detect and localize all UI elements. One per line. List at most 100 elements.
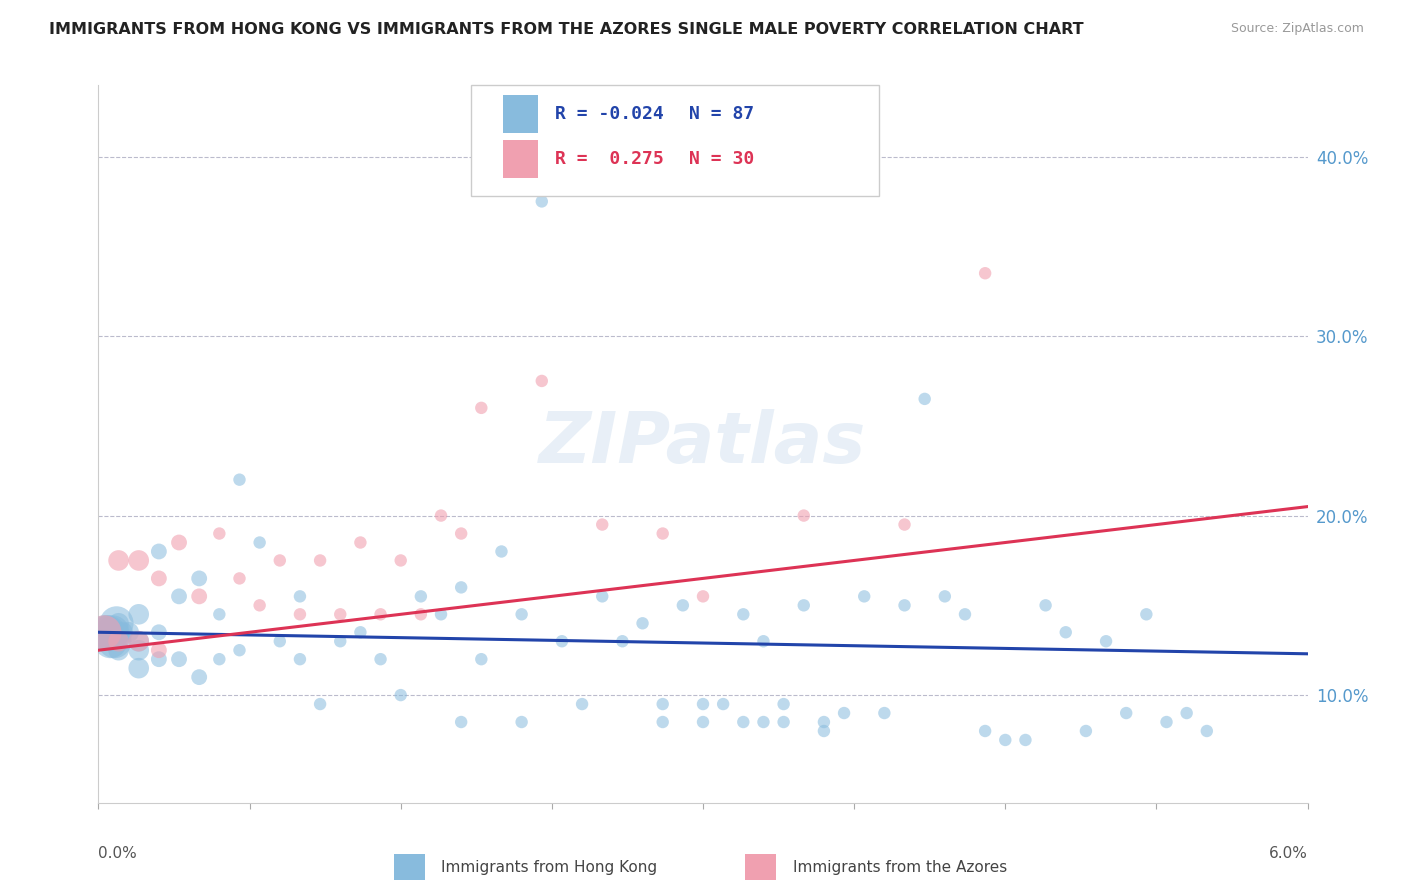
Point bbox=[974, 724, 997, 739]
Point bbox=[389, 688, 412, 702]
Point bbox=[1035, 599, 1057, 613]
Point bbox=[167, 652, 190, 666]
Point bbox=[128, 643, 150, 657]
Point bbox=[491, 544, 513, 558]
Point bbox=[96, 625, 118, 640]
Point bbox=[208, 652, 231, 666]
Point bbox=[167, 590, 190, 604]
Point bbox=[591, 517, 613, 532]
Point bbox=[103, 634, 125, 648]
Point bbox=[430, 508, 453, 523]
Point bbox=[100, 634, 122, 648]
Point bbox=[148, 544, 170, 558]
Point bbox=[167, 535, 190, 549]
Point bbox=[832, 706, 855, 720]
Point bbox=[349, 535, 371, 549]
Point bbox=[107, 553, 129, 567]
Point bbox=[128, 661, 150, 675]
Point bbox=[309, 697, 332, 711]
Text: 6.0%: 6.0% bbox=[1268, 846, 1308, 861]
Point bbox=[329, 634, 352, 648]
Point bbox=[409, 590, 432, 604]
Point bbox=[93, 625, 115, 640]
Point bbox=[107, 616, 129, 631]
Text: ZIPatlas: ZIPatlas bbox=[540, 409, 866, 478]
Point bbox=[450, 581, 472, 595]
Point bbox=[510, 714, 533, 729]
Point bbox=[711, 697, 734, 711]
Point bbox=[1074, 724, 1097, 739]
Point bbox=[188, 571, 211, 585]
Point bbox=[692, 590, 714, 604]
Point bbox=[651, 714, 673, 729]
Point bbox=[118, 625, 141, 640]
Point bbox=[813, 724, 835, 739]
Point bbox=[148, 571, 170, 585]
Text: 0.0%: 0.0% bbox=[98, 846, 138, 861]
Point bbox=[934, 590, 956, 604]
Point bbox=[107, 634, 129, 648]
Point bbox=[733, 714, 755, 729]
Point bbox=[128, 607, 150, 622]
Point bbox=[873, 706, 896, 720]
Point bbox=[772, 697, 794, 711]
Text: N = 30: N = 30 bbox=[689, 150, 754, 168]
Point bbox=[269, 553, 291, 567]
Point bbox=[450, 714, 472, 729]
Point bbox=[1135, 607, 1157, 622]
Point bbox=[148, 652, 170, 666]
Point bbox=[249, 535, 271, 549]
Point bbox=[551, 634, 574, 648]
Point bbox=[329, 607, 352, 622]
Point bbox=[591, 590, 613, 604]
Point bbox=[733, 607, 755, 622]
Point bbox=[111, 625, 134, 640]
Point bbox=[692, 714, 714, 729]
Point bbox=[1156, 714, 1178, 729]
Point bbox=[148, 643, 170, 657]
Point bbox=[107, 634, 129, 648]
Point bbox=[793, 599, 815, 613]
Point bbox=[853, 590, 876, 604]
Text: IMMIGRANTS FROM HONG KONG VS IMMIGRANTS FROM THE AZORES SINGLE MALE POVERTY CORR: IMMIGRANTS FROM HONG KONG VS IMMIGRANTS … bbox=[49, 22, 1084, 37]
Point bbox=[772, 714, 794, 729]
Point bbox=[651, 697, 673, 711]
Point bbox=[470, 652, 492, 666]
Point bbox=[188, 590, 211, 604]
Point bbox=[389, 553, 412, 567]
Point bbox=[450, 526, 472, 541]
Point bbox=[1175, 706, 1198, 720]
Point bbox=[1195, 724, 1218, 739]
Point bbox=[208, 526, 231, 541]
Point bbox=[631, 616, 654, 631]
Point bbox=[370, 607, 392, 622]
Point bbox=[101, 625, 124, 640]
Point bbox=[530, 194, 553, 209]
Point bbox=[813, 714, 835, 729]
Point bbox=[97, 625, 120, 640]
Point bbox=[752, 714, 775, 729]
Point bbox=[228, 571, 250, 585]
Point bbox=[752, 634, 775, 648]
Point bbox=[994, 733, 1017, 747]
Point bbox=[128, 553, 150, 567]
Point bbox=[370, 652, 392, 666]
Point bbox=[953, 607, 976, 622]
Point bbox=[128, 634, 150, 648]
Text: R = -0.024: R = -0.024 bbox=[555, 105, 664, 123]
Point bbox=[148, 625, 170, 640]
Point bbox=[1115, 706, 1137, 720]
Point bbox=[269, 634, 291, 648]
Point bbox=[1014, 733, 1036, 747]
Point bbox=[105, 616, 128, 631]
Point bbox=[228, 643, 250, 657]
Point bbox=[612, 634, 634, 648]
Point bbox=[128, 634, 150, 648]
Point bbox=[430, 607, 453, 622]
Point bbox=[470, 401, 492, 415]
Point bbox=[107, 643, 129, 657]
Point bbox=[107, 625, 129, 640]
Point bbox=[1054, 625, 1077, 640]
Point bbox=[1095, 634, 1118, 648]
Point bbox=[228, 473, 250, 487]
